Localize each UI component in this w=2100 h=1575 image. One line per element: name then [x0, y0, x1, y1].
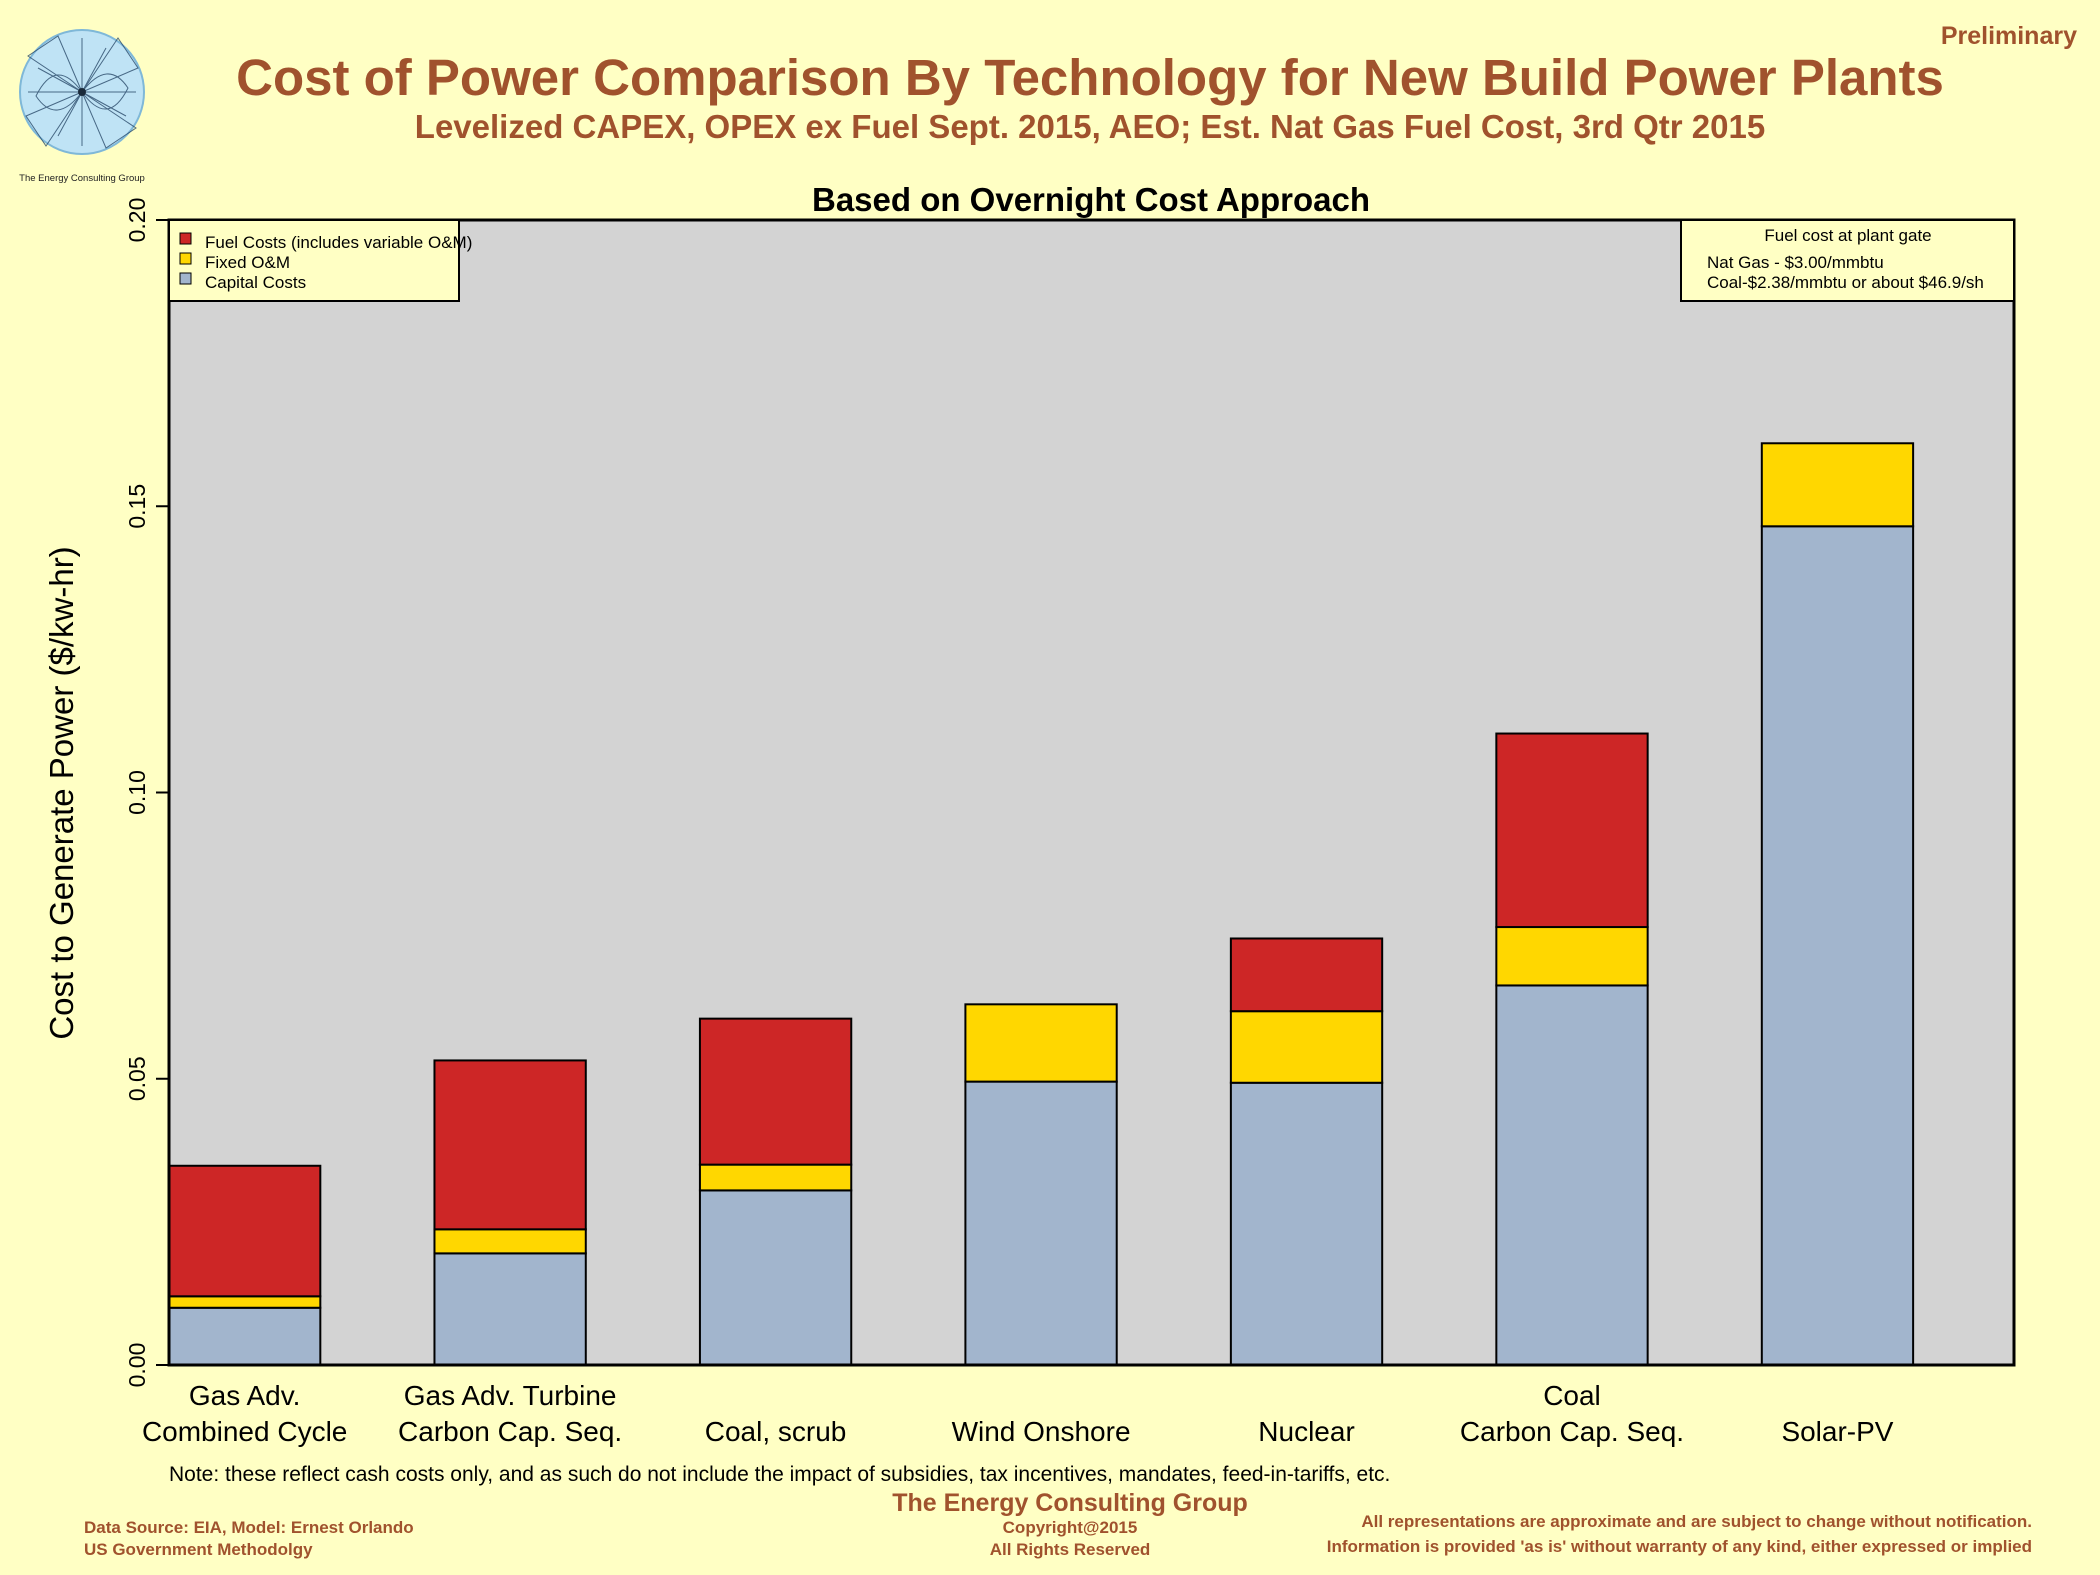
- bar-segment: [1760, 525, 1915, 1366]
- logo-graphic: [19, 29, 145, 155]
- y-tick-label: 0.15: [124, 484, 150, 529]
- bar-segment: [698, 1163, 853, 1192]
- x-tick-label: Coal: [1543, 1380, 1601, 1411]
- x-tick-label: Gas Adv.: [189, 1380, 301, 1411]
- footer-source-line1: Data Source: EIA, Model: Ernest Orlando: [84, 1518, 414, 1537]
- x-tick-label: Solar-PV: [1781, 1416, 1893, 1447]
- bar-segment: [168, 1295, 322, 1309]
- bar-segment: [1229, 937, 1384, 1013]
- y-axis: 0.00 0.05 0.10 0.15 0.20: [124, 198, 170, 1388]
- footer-disclaimer-line1: All representations are approximate and …: [1361, 1512, 2032, 1531]
- bar-segment: [698, 1017, 853, 1166]
- footer-copyright: Copyright@2015: [1002, 1518, 1138, 1537]
- legend-label-fixed: Fixed O&M: [205, 253, 290, 272]
- x-tick-label: Combined Cycle: [142, 1416, 347, 1447]
- chart-note: Note: these reflect cash costs only, and…: [169, 1463, 1391, 1486]
- x-tick-label: Wind Onshore: [952, 1416, 1131, 1447]
- bar-segment: [168, 1306, 322, 1366]
- legend: Fuel Costs (includes variable O&M) Fixed…: [168, 219, 472, 302]
- legend-box: [168, 219, 460, 302]
- bar-segment: [1495, 984, 1649, 1366]
- fuel-cost-box: Fuel cost at plant gate Nat Gas - $3.00/…: [1680, 219, 2015, 302]
- x-tick-label: Gas Adv. Turbine: [404, 1380, 617, 1411]
- bar-segment: [698, 1189, 853, 1366]
- bar-segment: [168, 1164, 322, 1298]
- fuel-cost-box-line-coal: Coal-$2.38/mmbtu or about $46.9/sh: [1707, 273, 1984, 292]
- bar-segment: [1229, 1010, 1384, 1084]
- status-preliminary: Preliminary: [1940, 22, 2077, 50]
- y-tick-label: 0.00: [124, 1343, 150, 1388]
- legend-swatch-capital: [179, 272, 192, 285]
- legend-swatch-fixed: [179, 252, 192, 265]
- logo-caption: The Energy Consulting Group: [19, 173, 145, 184]
- legend-label-fuel: Fuel Costs (includes variable O&M): [205, 233, 472, 252]
- y-tick-label: 0.10: [124, 770, 150, 815]
- x-tick-label: Carbon Cap. Seq.: [398, 1416, 622, 1447]
- page-subtitle: Levelized CAPEX, OPEX ex Fuel Sept. 2015…: [414, 108, 1766, 145]
- legend-swatch-fuel: [179, 232, 192, 245]
- x-labels: Gas Adv. Combined Cycle Gas Adv. Turbine Ca…: [142, 1380, 1894, 1447]
- x-tick-label: Coal, scrub: [705, 1416, 847, 1447]
- page-title: Cost of Power Comparison By Technology f…: [236, 49, 1944, 106]
- x-tick-label: Nuclear: [1258, 1416, 1354, 1447]
- logo: [18, 28, 146, 156]
- chart-title: Based on Overnight Cost Approach: [811, 181, 1370, 218]
- bar-segment: [1495, 732, 1649, 929]
- bar-segment: [433, 1252, 587, 1367]
- y-tick-label: 0.20: [124, 198, 150, 243]
- footer-org: The Energy Consulting Group: [892, 1489, 1248, 1517]
- bar-segment: [433, 1228, 587, 1255]
- bar-segment: [1760, 442, 1915, 528]
- plot-frame: [167, 218, 2016, 1367]
- fuel-cost-box-line-gas: Nat Gas - $3.00/mmbtu: [1707, 253, 1884, 272]
- bar-segment: [964, 1080, 1118, 1367]
- bar-segment: [964, 1003, 1118, 1083]
- footer-rights: All Rights Reserved: [989, 1540, 1151, 1559]
- bar-segment: [1495, 926, 1649, 987]
- footer-source-line2: US Government Methodolgy: [84, 1540, 313, 1559]
- fuel-cost-box-title: Fuel cost at plant gate: [1764, 226, 1931, 245]
- y-tick-label: 0.05: [124, 1056, 150, 1101]
- bars: [167, 218, 2016, 1367]
- legend-label-capital: Capital Costs: [205, 273, 306, 292]
- fuel-cost-box-frame: [1680, 219, 2015, 302]
- x-tick-label: Carbon Cap. Seq.: [1460, 1416, 1684, 1447]
- bar-segment: [433, 1059, 587, 1231]
- bar-segment: [1229, 1081, 1384, 1366]
- footer-disclaimer-line2: Information is provided 'as is' without …: [1326, 1537, 2032, 1556]
